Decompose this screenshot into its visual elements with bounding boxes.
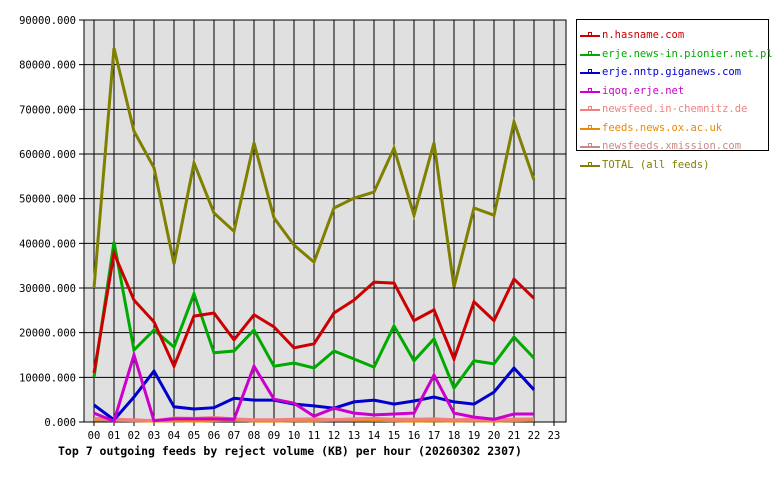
legend-line-icon (580, 31, 600, 39)
legend-item: iqoq.erje.net (577, 82, 768, 101)
legend-line-icon (580, 87, 600, 95)
legend-line-icon (580, 105, 600, 113)
y-tick-label: 70000.000 (19, 104, 76, 116)
legend-item: newsfeeds.xmission.com (577, 137, 768, 156)
series-line (92, 247, 536, 374)
legend-label: newsfeeds.xmission.com (602, 140, 742, 153)
legend-item: newsfeed.in-chemnitz.de (577, 100, 768, 119)
chart-title: Top 7 outgoing feeds by reject volume (K… (58, 444, 522, 458)
x-tick-label: 23 (548, 430, 561, 442)
x-tick-label: 21 (508, 430, 521, 442)
y-axis: 0.000 10000.000 20000.000 30000.000 40000.00… (19, 15, 76, 429)
grid-lines (79, 19, 567, 426)
legend-item: erje.nntp.giganews.com (577, 63, 768, 82)
legend-label: feeds.news.ox.ac.uk (602, 121, 723, 134)
x-tick-label: 07 (228, 430, 241, 442)
legend-label: iqoq.erje.net (602, 84, 685, 97)
y-tick-label: 20000.000 (19, 328, 76, 340)
legend-label: newsfeed.in-chemnitz.de (602, 103, 748, 116)
y-tick-label: 50000.000 (19, 194, 76, 206)
y-tick-label: 10000.000 (19, 372, 76, 384)
x-tick-label: 12 (328, 430, 341, 442)
x-tick-label: 09 (268, 430, 281, 442)
x-tick-label: 08 (248, 430, 261, 442)
legend-label: n.hasname.com (602, 29, 685, 42)
x-tick-label: 10 (288, 430, 301, 442)
x-tick-label: 18 (448, 430, 461, 442)
y-tick-label: 0.000 (44, 417, 76, 429)
series-lines (92, 47, 536, 424)
x-tick-label: 19 (468, 430, 481, 442)
legend-label: erje.nntp.giganews.com (602, 66, 742, 79)
x-tick-label: 05 (188, 430, 201, 442)
legend-line-icon (580, 68, 600, 76)
y-tick-label: 60000.000 (19, 149, 76, 161)
legend-line-icon (580, 142, 600, 150)
x-tick-label: 06 (208, 430, 221, 442)
legend-label: TOTAL (all feeds) (602, 158, 710, 171)
legend: n.hasname.com erje.news-in.pionier.net.p… (576, 19, 773, 171)
legend-item: feeds.news.ox.ac.uk (577, 119, 768, 138)
x-tick-label: 04 (168, 430, 181, 442)
y-tick-label: 90000.000 (19, 15, 76, 27)
y-tick-label: 80000.000 (19, 60, 76, 72)
series-line (92, 241, 536, 392)
legend-item: TOTAL (all feeds) (577, 156, 768, 175)
x-tick-label: 13 (348, 430, 361, 442)
series-line (92, 47, 536, 289)
x-tick-label: 02 (128, 430, 141, 442)
legend-item: n.hasname.com (577, 26, 768, 45)
series-line (93, 365, 536, 422)
legend-line-icon (580, 50, 600, 58)
legend-item: erje.news-in.pionier.net.pl (577, 45, 773, 64)
y-tick-label: 40000.000 (19, 238, 76, 250)
legend-line-icon (580, 124, 600, 132)
legend-line-icon (580, 161, 600, 169)
x-tick-label: 14 (368, 430, 381, 442)
x-tick-label: 22 (528, 430, 541, 442)
legend-label: erje.news-in.pionier.net.pl (602, 47, 773, 60)
x-tick-label: 00 (88, 430, 101, 442)
x-tick-label: 15 (388, 430, 401, 442)
series-line (93, 349, 534, 424)
x-axis: 00 01 02 03 04 05 06 07 08 09 10 11 12 13 14 15 16 17 18 19… (88, 430, 561, 442)
y-tick-label: 30000.000 (19, 283, 76, 295)
x-tick-label: 01 (108, 430, 121, 442)
x-tick-label: 20 (488, 430, 501, 442)
x-tick-label: 17 (428, 430, 441, 442)
x-tick-label: 16 (408, 430, 421, 442)
x-tick-label: 03 (148, 430, 161, 442)
x-tick-label: 11 (308, 430, 321, 442)
